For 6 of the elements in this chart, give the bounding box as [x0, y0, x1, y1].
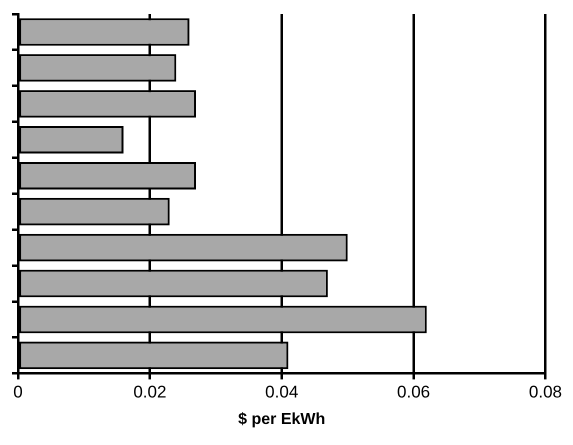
- x-tick-label: 0.02: [133, 382, 166, 402]
- x-axis-title: $ per EkWh: [238, 410, 326, 428]
- x-tick-label: 0: [13, 382, 23, 402]
- x-tick-label: 0.04: [265, 382, 298, 402]
- x-tick-label: 0.06: [397, 382, 430, 402]
- x-tick-label: 0.08: [528, 382, 562, 402]
